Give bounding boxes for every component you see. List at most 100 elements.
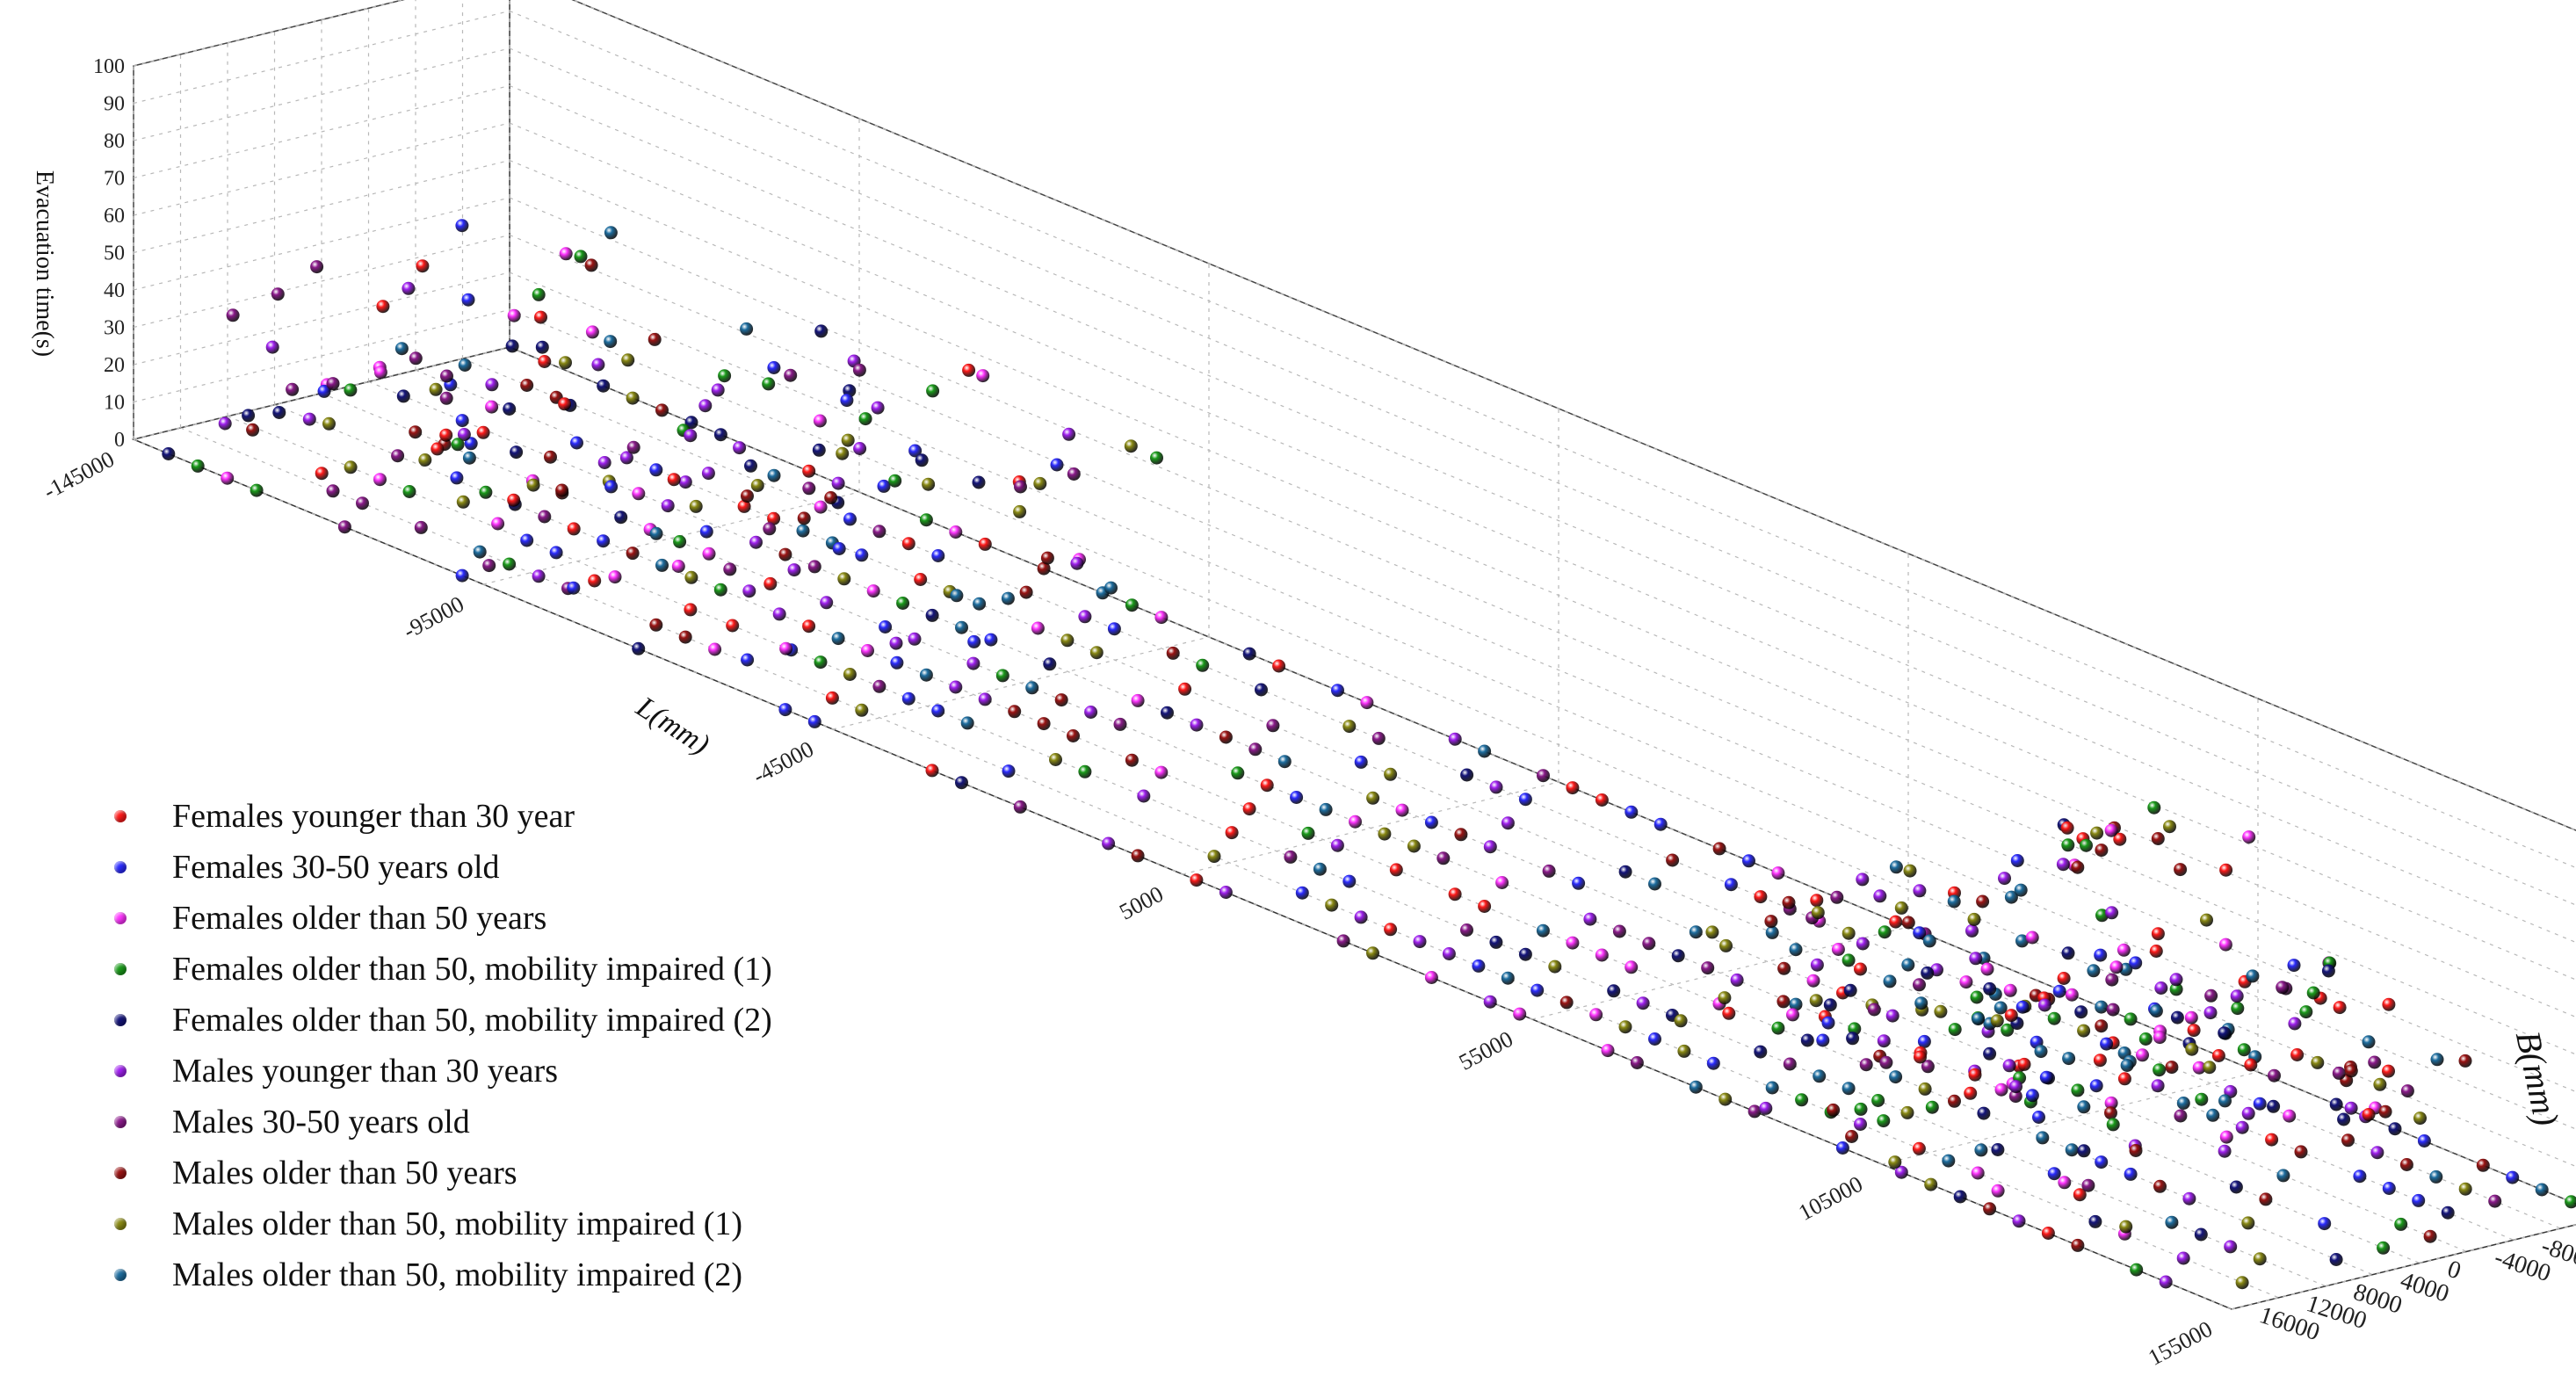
scatter-point: [2074, 1005, 2088, 1019]
scatter-point: [458, 358, 472, 372]
scatter-point: [1912, 1141, 1926, 1155]
scatter-point: [1913, 926, 1927, 940]
scatter-point: [1336, 934, 1350, 948]
scatter-point: [574, 250, 588, 264]
scatter-point: [784, 368, 798, 382]
scatter-point: [1810, 894, 1824, 908]
scatter-point: [678, 630, 692, 644]
scatter-point: [2283, 1109, 2297, 1123]
scatter-point: [1970, 990, 1984, 1004]
x-tick-label: -45000: [749, 736, 818, 789]
scatter-point: [549, 546, 563, 560]
scatter-point: [1901, 958, 1915, 972]
scatter-point: [1754, 1045, 1768, 1059]
scatter-point: [926, 384, 940, 398]
scatter-point: [2062, 1052, 2076, 1066]
scatter-point: [2104, 1096, 2118, 1110]
scatter-point: [713, 583, 727, 597]
scatter-point: [626, 391, 640, 405]
scatter-point: [962, 363, 976, 377]
scatter-point: [2237, 1043, 2251, 1057]
scatter-point: [2147, 800, 2161, 815]
scatter-point: [1747, 1104, 1762, 1119]
scatter-point: [632, 487, 646, 501]
scatter-point: [2077, 1144, 2091, 1158]
scatter-point: [1924, 1177, 1938, 1191]
scatter-point: [877, 479, 891, 493]
scatter-point: [191, 459, 205, 473]
scatter-point: [1501, 816, 1515, 830]
scatter-point: [701, 467, 715, 481]
scatter-point: [2332, 1066, 2346, 1080]
scatter-point: [2344, 1064, 2358, 1078]
scatter-point: [2060, 821, 2074, 835]
scatter-point: [1983, 1046, 1997, 1061]
scatter-point: [931, 549, 945, 562]
scatter-point: [1888, 1155, 1902, 1169]
scatter-point: [1976, 894, 1990, 909]
scatter-point: [2329, 1253, 2343, 1266]
scatter-point: [2052, 984, 2066, 998]
x-tick-label: 105000: [1794, 1171, 1866, 1226]
scatter-point: [162, 447, 176, 460]
scatter-point: [2170, 1010, 2184, 1025]
scatter-point: [544, 450, 557, 464]
scatter-point: [2081, 1178, 2095, 1192]
scatter-point: [1295, 886, 1309, 900]
scatter-point: [1354, 910, 1368, 924]
scatter-point: [1448, 732, 1462, 746]
legend-item: Males younger than 30 years: [114, 1046, 772, 1097]
scatter-point: [2071, 860, 2085, 874]
scatter-point: [901, 537, 915, 551]
scatter-point: [2311, 1055, 2325, 1069]
scatter-point: [507, 308, 521, 322]
scatter-point: [814, 324, 829, 338]
scatter-point: [559, 247, 573, 261]
scatter-point: [462, 451, 476, 465]
scatter-point: [2259, 1192, 2273, 1206]
scatter-point: [763, 522, 777, 536]
scatter-point: [1277, 755, 1292, 769]
scatter-point: [1040, 551, 1054, 565]
scatter-point: [510, 445, 524, 460]
scatter-point: [473, 545, 487, 559]
scatter-point: [733, 441, 747, 455]
scatter-point: [1983, 981, 1997, 996]
scatter-point: [2041, 1227, 2055, 1240]
scatter-point: [684, 603, 698, 617]
scatter-point: [373, 366, 387, 380]
scatter-point: [2071, 1238, 2085, 1252]
scatter-point: [597, 456, 611, 469]
scatter-point: [1879, 1055, 1893, 1069]
scatter-point: [967, 634, 981, 648]
x-tick-label: -95000: [399, 591, 468, 644]
scatter-point: [2370, 1146, 2384, 1160]
scatter-point: [555, 483, 569, 497]
legend-label: Females older than 50, mobility impaired…: [172, 1002, 772, 1039]
scatter-point: [831, 476, 845, 490]
scatter-point: [1889, 915, 1903, 929]
scatter-point: [2106, 1118, 2120, 1132]
scatter-point: [678, 475, 692, 489]
scatter-point: [265, 340, 279, 354]
scatter-point: [1612, 924, 1626, 938]
scatter-point: [2002, 1059, 2016, 1073]
scatter-point: [2089, 1079, 2103, 1093]
scatter-point: [1914, 996, 1928, 1010]
scatter-point: [2362, 1108, 2376, 1121]
scatter-point: [322, 416, 336, 431]
scatter-point: [1913, 978, 1926, 992]
scatter-point: [2353, 1169, 2367, 1184]
scatter-point: [302, 412, 316, 426]
scatter-point: [326, 377, 340, 391]
scatter-point: [271, 287, 285, 301]
scatter-point: [608, 570, 622, 584]
scatter-point: [2004, 1009, 2018, 1023]
scatter-point: [2299, 1005, 2313, 1019]
scatter-point: [2025, 930, 2039, 945]
scatter-point: [1413, 935, 1427, 949]
scatter-point: [597, 534, 611, 548]
scatter-point: [1001, 591, 1015, 605]
scatter-point: [1070, 556, 1084, 570]
scatter-point: [702, 547, 716, 561]
